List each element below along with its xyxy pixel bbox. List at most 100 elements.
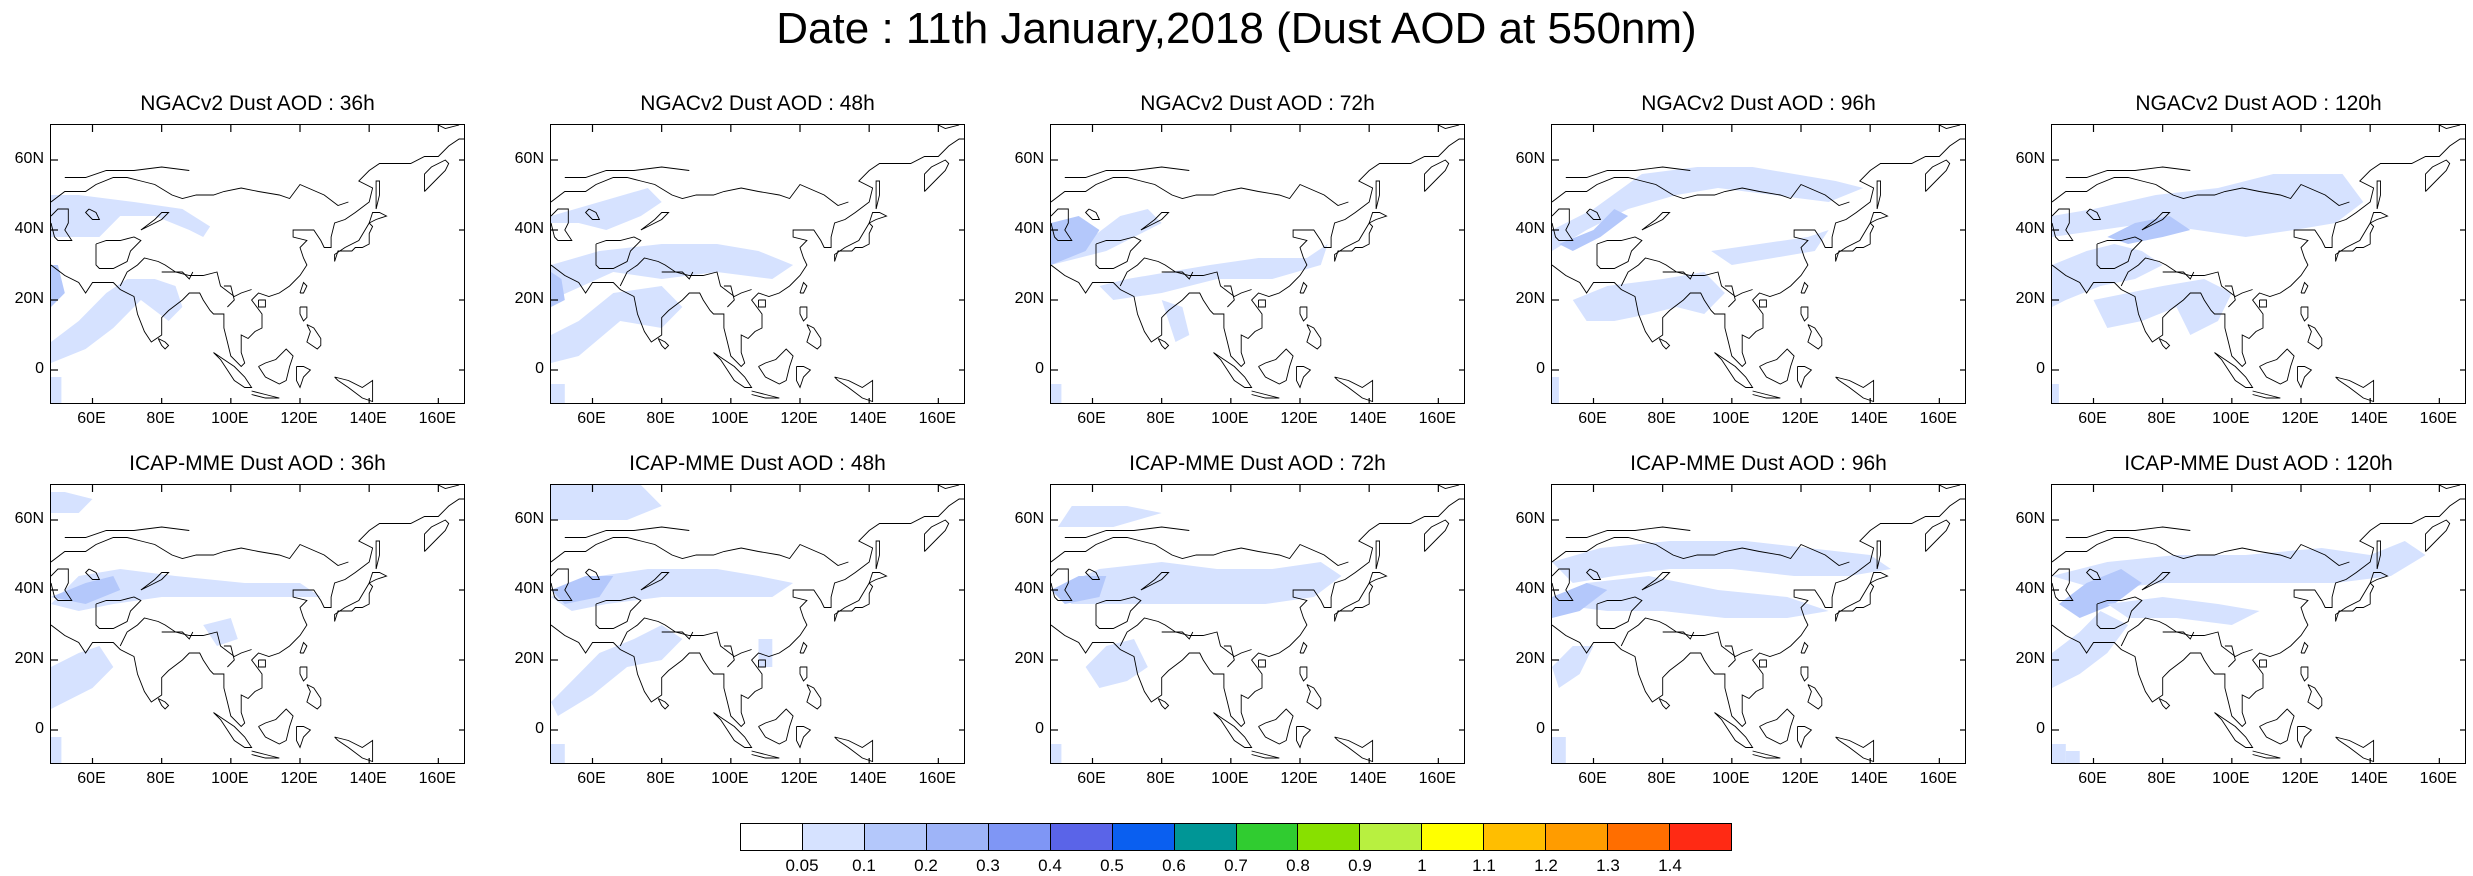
dust-aod-patch xyxy=(51,646,114,709)
dust-aod-patch xyxy=(2107,597,2260,625)
coastline xyxy=(306,324,322,350)
coastline xyxy=(1641,572,1671,591)
lon-tick-label: 100E xyxy=(1712,410,1750,427)
coastline xyxy=(1797,726,1813,749)
coastline xyxy=(1752,390,1781,399)
coastline xyxy=(1258,299,1266,308)
coastline xyxy=(1565,526,1691,538)
lat-tick-label: 0 xyxy=(35,360,44,377)
coastline xyxy=(1051,177,1349,207)
lat-tick-label: 60N xyxy=(1014,510,1044,527)
coastline xyxy=(1223,285,1235,308)
coastline xyxy=(868,212,888,224)
coastline xyxy=(1658,698,1671,710)
lat-tick-label: 0 xyxy=(2036,360,2045,377)
dust-aod-patch xyxy=(551,485,662,520)
dust-aod-patch xyxy=(551,272,565,307)
lon-tick-label: 160E xyxy=(2419,770,2458,787)
dust-aod-patch xyxy=(1085,639,1148,688)
colorbar-swatch xyxy=(1236,824,1299,850)
coastline xyxy=(1759,708,1795,745)
coastline xyxy=(306,684,322,710)
coastline xyxy=(2120,257,2253,298)
lat-tick-label: 20N xyxy=(2015,650,2045,667)
coastline xyxy=(834,736,874,763)
lon-tick-label: 120E xyxy=(780,410,818,427)
lon-tick-label: 60E xyxy=(77,770,106,787)
dust-aod-patch xyxy=(51,737,62,763)
lon-tick-label: 160E xyxy=(418,410,457,427)
coastline xyxy=(2052,568,2074,601)
dust-aod-patch xyxy=(2058,569,2142,618)
coastline xyxy=(1807,324,1823,350)
lon-tick-label: 160E xyxy=(1418,410,1457,427)
coastline xyxy=(1800,281,1809,294)
dust-aod-patch xyxy=(1552,583,1608,618)
coastline xyxy=(1368,212,1388,224)
dust-aod-patch xyxy=(1572,272,1725,321)
coastline xyxy=(2369,572,2389,584)
lat-tick-label: 60N xyxy=(514,150,544,167)
lat-tick-label: 40N xyxy=(514,580,544,597)
coastline xyxy=(1662,631,1695,640)
coastline xyxy=(2376,180,2381,210)
coastline xyxy=(251,390,280,399)
dust-aod-patch xyxy=(1711,230,1829,265)
coastline xyxy=(751,390,780,399)
lat-tick-label: 0 xyxy=(1536,720,1545,737)
coastline xyxy=(1552,568,1574,601)
map-panel xyxy=(1050,124,1465,404)
lon-tick-label: 60E xyxy=(1077,770,1106,787)
colorbar-swatch xyxy=(1546,824,1609,850)
map-panel xyxy=(1050,484,1465,764)
lat-tick-label: 60N xyxy=(2015,510,2045,527)
lon-tick-label: 140E xyxy=(849,770,887,787)
coastline xyxy=(2252,750,2281,759)
coastline xyxy=(1140,212,1170,231)
coastline xyxy=(1299,641,1308,654)
lat-tick-label: 0 xyxy=(1035,360,1044,377)
coastline xyxy=(1334,582,1374,622)
colorbar-label: 1.4 xyxy=(1658,856,1682,875)
dust-aod-patch xyxy=(2052,244,2163,307)
coastline xyxy=(1724,285,1736,308)
coastline xyxy=(1299,306,1308,322)
map-panel xyxy=(1551,124,1966,404)
coastline xyxy=(2085,208,2102,220)
lon-tick-label: 80E xyxy=(146,410,175,427)
coastline xyxy=(1258,348,1294,385)
coastline xyxy=(334,736,374,763)
colorbar-label: 1.1 xyxy=(1472,856,1496,875)
coastline xyxy=(119,617,252,658)
coastline xyxy=(1925,519,1951,552)
coastline xyxy=(1876,540,1881,570)
colorbar-label: 0.7 xyxy=(1224,856,1248,875)
coastline xyxy=(1051,568,1073,601)
coastline xyxy=(95,236,142,269)
coastline xyxy=(140,212,170,231)
coastline xyxy=(1438,125,1460,129)
coastline xyxy=(758,299,766,308)
coastline xyxy=(2300,666,2309,682)
coastline xyxy=(2300,306,2309,322)
coastline xyxy=(1797,366,1813,389)
colorbar-label: 0.05 xyxy=(785,856,819,875)
coastline xyxy=(251,750,280,759)
coastline xyxy=(799,281,808,294)
coastline xyxy=(1299,666,1308,682)
coastline xyxy=(595,236,642,269)
panel-title: NGACv2 Dust AOD : 36h xyxy=(140,92,375,115)
coastline xyxy=(2335,376,2375,403)
lat-tick-label: 0 xyxy=(1035,720,1044,737)
coastline xyxy=(1585,568,1602,580)
lon-tick-label: 80E xyxy=(646,770,675,787)
lon-tick-label: 140E xyxy=(849,410,887,427)
dust-aod-patch xyxy=(551,286,683,363)
lat-tick-label: 40N xyxy=(514,220,544,237)
map-panel xyxy=(550,484,965,764)
dust-aod-patch xyxy=(1099,244,1328,300)
lon-tick-label: 60E xyxy=(77,410,106,427)
coastline xyxy=(806,684,822,710)
lon-tick-label: 140E xyxy=(1850,410,1888,427)
coastline xyxy=(51,208,73,241)
